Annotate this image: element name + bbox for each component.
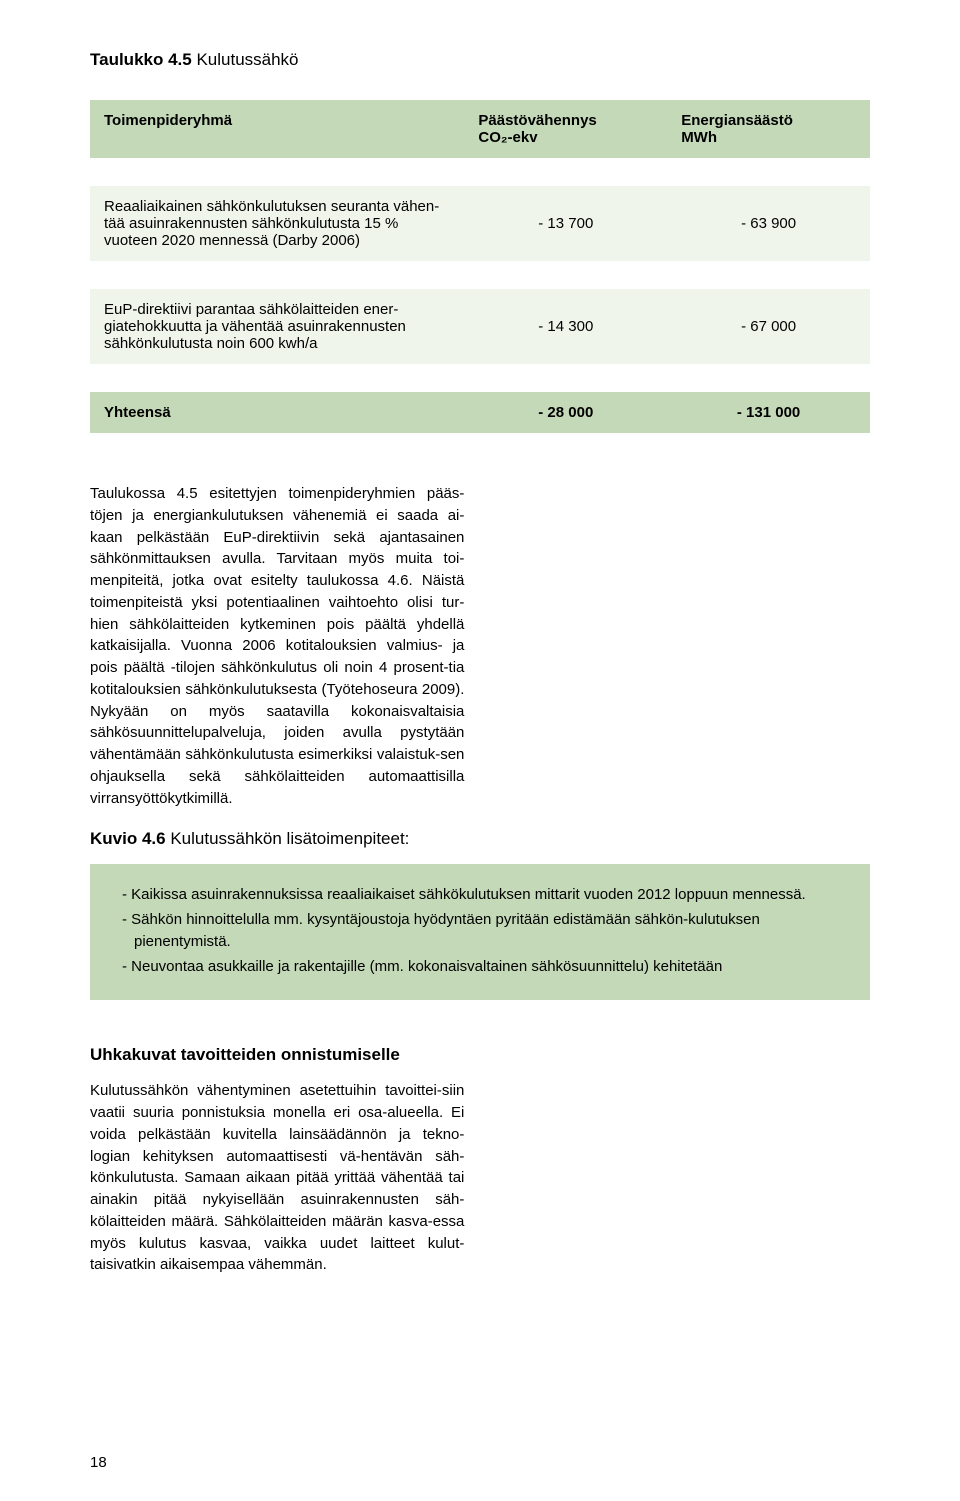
row-label: EuP-direktiivi parantaa sähkölaitteiden … bbox=[90, 289, 464, 364]
table-row: Reaaliaikainen sähkönkulutuksen seuranta… bbox=[90, 186, 870, 261]
table-row: EuP-direktiivi parantaa sähkölaitteiden … bbox=[90, 289, 870, 364]
actions-box: - Kaikissa asuinrakennuksissa reaaliaika… bbox=[90, 864, 870, 1000]
total-value: - 131 000 bbox=[667, 392, 870, 433]
kuvio-heading-title: Kulutussähkön lisätoimenpiteet: bbox=[166, 829, 410, 848]
body-column: Kulutussähkön vähentyminen asetettuihin … bbox=[90, 1080, 464, 1276]
action-item: - Sähkön hinnoittelulla mm. kysyntäjoust… bbox=[112, 909, 848, 954]
action-item: - Neuvontaa asukkaille ja rakentajille (… bbox=[112, 956, 848, 979]
action-item: - Kaikissa asuinrakennuksissa reaaliaika… bbox=[112, 884, 848, 907]
page: Taulukko 4.5 Kulutussähkö Toimenpideryhm… bbox=[0, 0, 960, 1501]
kuvio-heading: Kuvio 4.6 Kulutussähkön lisätoimenpiteet… bbox=[90, 829, 870, 849]
paragraph: Taulukossa 4.5 esitettyjen toimenpideryh… bbox=[90, 483, 464, 809]
kuvio-heading-label: Kuvio 4.6 bbox=[90, 829, 166, 848]
table-total-row: Yhteensä - 28 000 - 131 000 bbox=[90, 392, 870, 433]
table-heading-label: Taulukko 4.5 bbox=[90, 50, 192, 69]
col-header: Energiansäästö MWh bbox=[667, 100, 870, 158]
paragraph: Kulutussähkön vähentyminen asetettuihin … bbox=[90, 1080, 464, 1276]
page-number: 18 bbox=[90, 1454, 107, 1471]
data-table: Toimenpideryhmä Päästövähennys CO₂-ekv E… bbox=[90, 100, 870, 433]
row-label: Reaaliaikainen sähkönkulutuksen seuranta… bbox=[90, 186, 464, 261]
col-header: Päästövähennys CO₂-ekv bbox=[464, 100, 667, 158]
table-header-row: Toimenpideryhmä Päästövähennys CO₂-ekv E… bbox=[90, 100, 870, 158]
body-text-block: Taulukossa 4.5 esitettyjen toimenpideryh… bbox=[90, 483, 870, 809]
table-heading-title: Kulutussähkö bbox=[192, 50, 299, 69]
section-heading: Uhkakuvat tavoitteiden onnistumiselle bbox=[90, 1045, 870, 1065]
row-value: - 63 900 bbox=[667, 186, 870, 261]
row-value: - 13 700 bbox=[464, 186, 667, 261]
body-column: Taulukossa 4.5 esitettyjen toimenpideryh… bbox=[90, 483, 464, 809]
row-value: - 67 000 bbox=[667, 289, 870, 364]
total-label: Yhteensä bbox=[90, 392, 464, 433]
col-header: Toimenpideryhmä bbox=[90, 100, 464, 158]
body-text-block: Kulutussähkön vähentyminen asetettuihin … bbox=[90, 1080, 870, 1276]
total-value: - 28 000 bbox=[464, 392, 667, 433]
table-heading: Taulukko 4.5 Kulutussähkö bbox=[90, 50, 870, 70]
row-value: - 14 300 bbox=[464, 289, 667, 364]
